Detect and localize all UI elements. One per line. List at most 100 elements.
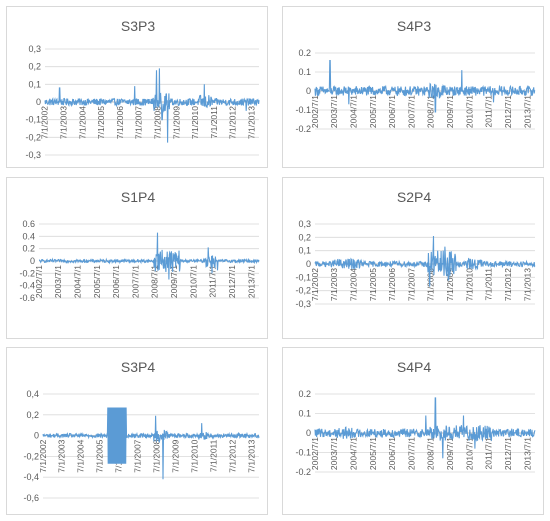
x-tick-label: 7/1/2010 — [190, 106, 200, 139]
chart-panel-s4p3: S4P3 0.2 0.1 0 -0.1 -0.2 2002/7/1 2003/7/1 2004/… — [282, 6, 544, 168]
x-tick-label: 2011/7/1 — [484, 437, 494, 470]
x-tick-label: 7/1/2012 — [503, 268, 513, 301]
x-tick-label: 7/1/2011 — [208, 439, 218, 472]
x-tick-label: 2005/7/1 — [368, 95, 378, 128]
y-tick-label: -0,6 — [23, 493, 39, 503]
y-tick-label: -0.4 — [19, 281, 35, 291]
y-tick-label: 0 — [36, 97, 41, 107]
y-tick-label: -0,1 — [25, 115, 41, 125]
x-tick-label: 7/1/2004 — [77, 106, 87, 139]
chart-title: S4P4 — [397, 359, 431, 375]
chart-panel-s3p3: S3P3 0,3 0,2 0,1 0 -0,1 -0,2 -0,3 7/1/2002 7/1/20… — [6, 6, 268, 168]
x-tick-label: 2010/7/1 — [464, 95, 474, 128]
x-tick-label: 7/1/2003 — [57, 439, 67, 472]
x-tick-label: 2002/7/1 — [310, 95, 320, 128]
x-tick-label: 7/1/2008 — [152, 439, 162, 472]
y-tick-label: 0.1 — [298, 67, 311, 77]
x-tick-label: 7/1/2011 — [209, 106, 219, 139]
y-tick-label: 0.1 — [298, 409, 311, 419]
y-tick-label: -0,4 — [23, 472, 39, 482]
y-tick-label: -0.2 — [295, 124, 311, 134]
y-tick-label: -0,2 — [25, 132, 41, 142]
y-tick-label: 0.2 — [22, 244, 35, 254]
x-tick-label: 7/1/2013 — [246, 106, 256, 139]
chart-panel-s2p4: S2P4 0,3 0,2 0,1 0 -0,1 -0,2 -0,3 7/1/2002 7/1/20… — [282, 177, 544, 339]
series-line — [314, 235, 536, 287]
x-tick-label: 2010/7/1 — [188, 265, 198, 298]
x-tick-label: 2002/7/1 — [310, 437, 320, 470]
x-tick-label: 7/1/2006 — [115, 106, 125, 139]
y-tick-label: -0.6 — [19, 293, 35, 303]
x-tick-label: 7/1/2010 — [189, 439, 199, 472]
chart-title: S2P4 — [397, 189, 431, 205]
chart-title: S3P3 — [121, 18, 155, 34]
x-tick-label: 7/1/2005 — [368, 268, 378, 301]
series-line — [38, 232, 260, 280]
series-line — [42, 407, 260, 480]
chart-panel-s1p4: S1P4 0.6 0.4 0.2 0 -0.2 -0.4 -0.6 2002/7/1 2003/7… — [6, 177, 268, 339]
x-tick-label: 2007/7/1 — [406, 95, 416, 128]
y-tick-label: 0 — [34, 431, 39, 441]
x-tick-label: 7/1/2004 — [76, 439, 86, 472]
x-tick-label: 2003/7/1 — [329, 95, 339, 128]
x-tick-label: 2011/7/1 — [484, 95, 494, 128]
y-tick-label: 0.2 — [298, 48, 311, 58]
x-tick-label: 7/1/2012 — [227, 439, 237, 472]
y-tick-label: 0 — [306, 259, 311, 269]
y-tick-label: 0,2 — [28, 62, 41, 72]
y-tick-label: -0.2 — [19, 268, 35, 278]
x-tick-label: 2008/7/1 — [150, 265, 160, 298]
x-tick-label: 7/1/2005 — [96, 106, 106, 139]
chart-title: S4P3 — [397, 18, 431, 34]
x-tick-label: 2008/7/1 — [426, 95, 436, 128]
x-tick-label: 7/1/2002 — [310, 268, 320, 301]
series-line — [314, 397, 536, 459]
chart-title: S1P4 — [121, 189, 155, 205]
x-tick-label: 2007/7/1 — [130, 265, 140, 298]
x-tick-label: 2012/7/1 — [503, 95, 513, 128]
x-tick-label: 2006/7/1 — [387, 437, 397, 470]
x-tick-label: 2003/7/1 — [329, 437, 339, 470]
x-tick-label: 2008/7/1 — [426, 437, 436, 470]
x-tick-label: 7/1/2009 — [171, 106, 181, 139]
x-tick-label: 7/1/2003 — [59, 106, 69, 139]
y-tick-label: 0,3 — [28, 44, 41, 54]
y-tick-label: 0.6 — [22, 219, 35, 229]
x-tick-label: 7/1/2009 — [445, 268, 455, 301]
x-tick-label: 2004/7/1 — [348, 437, 358, 470]
x-tick-label: 7/1/2013 — [522, 268, 532, 301]
x-tick-label: 7/1/2002 — [38, 439, 48, 472]
y-tick-label: 0.4 — [22, 231, 35, 241]
x-tick-label: 2009/7/1 — [169, 265, 179, 298]
y-tick-label: 0,2 — [298, 232, 311, 242]
x-tick-label: 7/1/2011 — [484, 268, 494, 301]
x-tick-label: 7/1/2013 — [246, 439, 256, 472]
chart-title: S3P4 — [121, 359, 155, 375]
x-tick-label: 2013/7/1 — [522, 95, 532, 128]
chart-panel-s3p4: S3P4 0,4 0,2 0 -0,2 -0,4 -0,6 7/1/2002 7/1/2003 7… — [6, 347, 268, 515]
x-tick-label: 2005/7/1 — [368, 437, 378, 470]
x-tick-label: 2006/7/1 — [387, 95, 397, 128]
x-tick-label: 2011/7/1 — [208, 265, 218, 298]
chart-panel-s4p4: S4P4 0.2 0.1 0 -0.1 -0.2 2002/7/1 2003/7/1 2004/… — [282, 347, 544, 515]
x-tick-label: 2013/7/1 — [522, 437, 532, 470]
x-tick-label: 2012/7/1 — [227, 265, 237, 298]
chart-svg-s3p4: S3P4 0,4 0,2 0 -0,2 -0,4 -0,6 7/1/2002 7/1/2003 7… — [23, 359, 260, 503]
y-tick-label: 0.2 — [298, 389, 311, 399]
x-tick-label: 7/1/2007 — [406, 268, 416, 301]
x-tick-label: 2010/7/1 — [464, 437, 474, 470]
x-tick-label: 7/1/2003 — [329, 268, 339, 301]
y-tick-label: 0 — [30, 256, 35, 266]
x-tick-label: 2005/7/1 — [92, 265, 102, 298]
x-tick-label: 7/1/2010 — [464, 268, 474, 301]
y-tick-label: -0,2 — [23, 451, 39, 461]
x-tick-label: 2004/7/1 — [72, 265, 82, 298]
y-tick-label: -0.1 — [295, 105, 311, 115]
x-tick-label: 7/1/2004 — [348, 268, 358, 301]
y-tick-label: 0 — [306, 86, 311, 96]
x-tick-label: 2006/7/1 — [111, 265, 121, 298]
y-tick-label: -0,3 — [25, 150, 41, 160]
x-tick-label: 7/1/2009 — [171, 439, 181, 472]
